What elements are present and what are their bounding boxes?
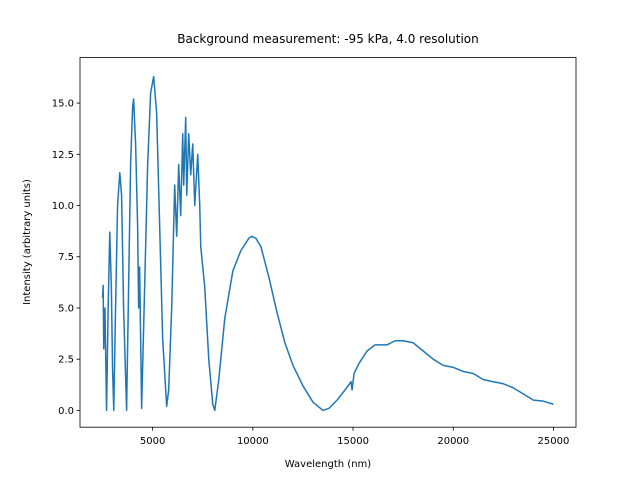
plot-frame (79, 57, 577, 428)
y-tick-label: 10.0 (52, 201, 74, 212)
y-tick-label: 15.0 (52, 99, 74, 110)
x-axis-label: Wavelength (nm) (285, 459, 371, 470)
x-tick-label: 15000 (337, 436, 369, 447)
y-tick-label: 0.0 (58, 406, 74, 417)
y-axis-label: Intensity (arbitrary units) (22, 179, 33, 305)
y-tick-label: 7.5 (58, 252, 74, 263)
x-tick-label: 10000 (237, 436, 269, 447)
x-tick-label: 20000 (437, 436, 469, 447)
x-tick-label: 5000 (140, 436, 165, 447)
y-tick-label: 12.5 (52, 150, 74, 161)
y-tick-label: 2.5 (58, 355, 74, 366)
chart-title: Background measurement: -95 kPa, 4.0 res… (177, 32, 479, 46)
y-tick-label: 5.0 (58, 303, 74, 314)
x-tick-label: 25000 (538, 436, 570, 447)
data-line (101, 75, 554, 412)
